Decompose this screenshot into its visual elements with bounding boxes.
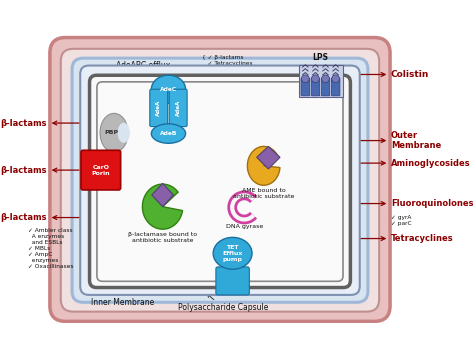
Text: CarO
Porin: CarO Porin — [91, 165, 110, 175]
Text: Fluoroquinolones: Fluoroquinolones — [391, 199, 474, 208]
FancyBboxPatch shape — [61, 49, 379, 312]
Polygon shape — [247, 146, 280, 185]
FancyBboxPatch shape — [80, 66, 360, 295]
Text: PBP: PBP — [105, 130, 119, 135]
Text: AdeC: AdeC — [160, 87, 177, 92]
Polygon shape — [257, 146, 280, 169]
FancyBboxPatch shape — [81, 150, 121, 190]
Text: Inner Membrane: Inner Membrane — [91, 297, 154, 307]
Text: AdeA: AdeA — [176, 100, 181, 116]
FancyBboxPatch shape — [150, 89, 168, 127]
FancyBboxPatch shape — [216, 267, 249, 295]
Ellipse shape — [151, 75, 185, 103]
Text: β-lactamase bound to
antibiotic substrate: β-lactamase bound to antibiotic substrat… — [128, 232, 197, 243]
FancyBboxPatch shape — [301, 78, 310, 96]
Text: { ✓ β-lactams
   ✓ Tetracyclines
   ✓ Fluoroquinolones: { ✓ β-lactams ✓ Tetracyclines ✓ Fluoroqu… — [201, 55, 264, 72]
Text: AdeABC efflux
pump: AdeABC efflux pump — [116, 61, 170, 80]
Text: Polysaccharide Capsule: Polysaccharide Capsule — [178, 303, 268, 312]
Text: ✓ Ambler class
  A enzymes
  and ESBLs
✓ MBLs
✓ AmpC
  enzymes
✓ Oxacillinases: ✓ Ambler class A enzymes and ESBLs ✓ MBL… — [27, 228, 73, 269]
Text: AdeB: AdeB — [160, 131, 177, 136]
Ellipse shape — [151, 124, 185, 143]
Text: LPS: LPS — [312, 53, 328, 62]
Text: AdeA: AdeA — [156, 100, 161, 116]
Text: β-lactams: β-lactams — [0, 213, 47, 222]
Text: Aminoglycosides: Aminoglycosides — [391, 159, 471, 168]
Text: Outer
Membrane: Outer Membrane — [391, 131, 441, 150]
FancyBboxPatch shape — [331, 78, 340, 96]
FancyBboxPatch shape — [72, 58, 368, 302]
FancyBboxPatch shape — [321, 78, 330, 96]
FancyBboxPatch shape — [311, 78, 319, 96]
FancyBboxPatch shape — [97, 82, 343, 281]
Text: Colistin: Colistin — [391, 70, 429, 79]
FancyBboxPatch shape — [50, 38, 390, 321]
Text: DNA gyrase: DNA gyrase — [226, 224, 263, 229]
Ellipse shape — [118, 123, 130, 143]
Text: Tetracyclines: Tetracyclines — [391, 234, 454, 243]
Circle shape — [301, 75, 309, 83]
Text: TET
Efflux
pump: TET Efflux pump — [222, 245, 243, 262]
Ellipse shape — [100, 113, 128, 152]
FancyBboxPatch shape — [169, 89, 187, 127]
Circle shape — [311, 75, 319, 83]
Text: β-lactams: β-lactams — [0, 166, 47, 175]
Text: ✓ gyrA
✓ parC: ✓ gyrA ✓ parC — [391, 215, 411, 226]
Polygon shape — [142, 184, 182, 229]
Polygon shape — [152, 183, 173, 207]
Text: β-lactams: β-lactams — [0, 119, 47, 127]
FancyBboxPatch shape — [90, 75, 350, 288]
FancyBboxPatch shape — [299, 65, 343, 97]
Circle shape — [332, 75, 339, 83]
Ellipse shape — [213, 237, 252, 269]
Text: AME bound to
antibiotic substrate: AME bound to antibiotic substrate — [233, 189, 294, 199]
Circle shape — [322, 75, 329, 83]
